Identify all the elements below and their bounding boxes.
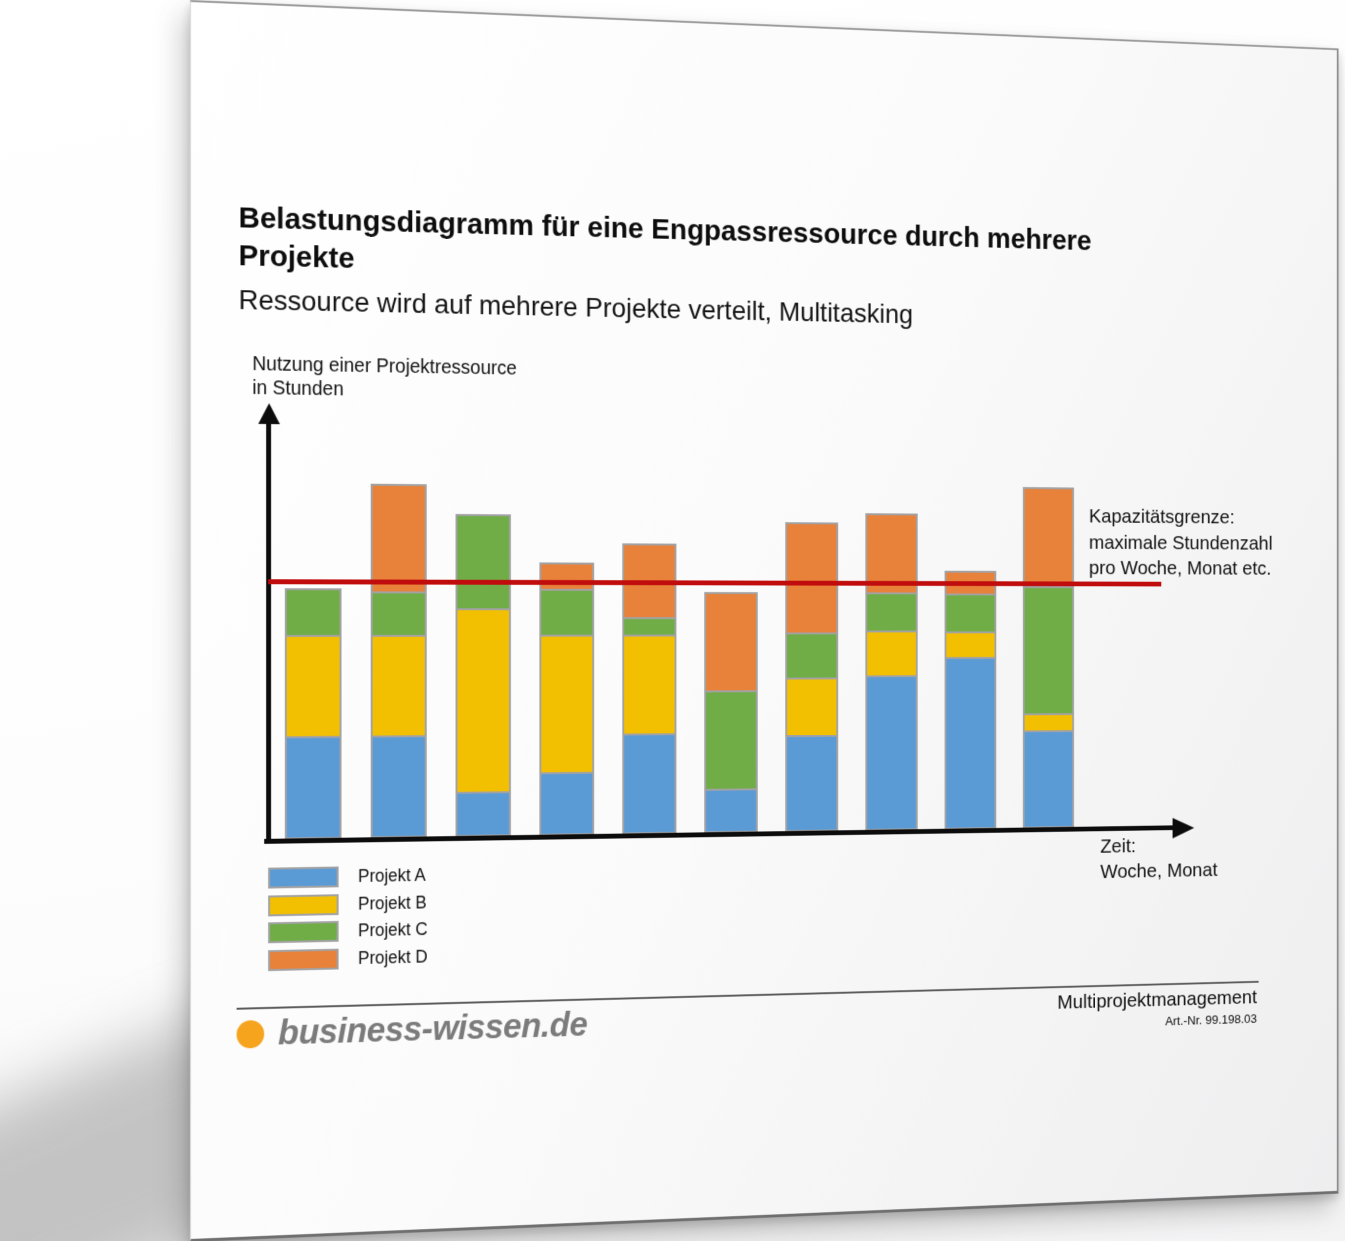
bar-segment-projekt-a [370, 735, 427, 839]
bar-segment-projekt-c [455, 513, 511, 611]
chart-legend: Projekt A Projekt B Projekt C Projekt D [268, 862, 428, 974]
bar-segment-projekt-a [1022, 730, 1075, 829]
bar-segment-projekt-a [785, 734, 839, 833]
legend-label: Projekt C [358, 919, 428, 941]
bar-segment-projekt-a [539, 771, 595, 836]
x-axis-label: Zeit: Woche, Monat [1100, 835, 1218, 884]
plot-area [284, 452, 1170, 840]
brand-dot-icon [236, 1019, 265, 1049]
bar-segment-projekt-b [785, 677, 839, 738]
brand-name: business-wissen.de [277, 1005, 588, 1053]
bar-segment-projekt-c [704, 690, 758, 791]
bar-segment-projekt-a [622, 733, 677, 835]
legend-swatch-icon [268, 893, 339, 917]
legend-swatch-icon [268, 866, 339, 889]
stacked-bar-4 [539, 562, 595, 836]
bar-segment-projekt-a [704, 788, 758, 834]
stacked-bar-7 [785, 522, 839, 833]
stacked-bar-6 [704, 592, 758, 834]
bar-segment-projekt-a [944, 656, 997, 830]
bar-segment-projekt-c [865, 592, 918, 633]
y-axis-label: Nutzung einer Projektressource in Stunde… [252, 353, 517, 401]
legend-label: Projekt A [358, 865, 426, 887]
bar-segment-projekt-a [284, 735, 342, 840]
y-axis-line [266, 423, 272, 843]
stacked-bar-9 [944, 570, 997, 830]
capacity-annotation: Kapazitätsgrenze: maximale Stundenzahl p… [1088, 505, 1273, 580]
legend-item-projekt-a: Projekt A [268, 862, 428, 892]
legend-label: Projekt B [358, 892, 427, 914]
x-axis-arrow-icon [1172, 817, 1195, 838]
legend-item-projekt-c: Projekt C [268, 916, 428, 947]
stacked-bar-10 [1022, 487, 1075, 829]
y-axis-arrow-icon [258, 403, 280, 425]
bar-segment-projekt-d [539, 562, 595, 591]
stacked-bar-5 [622, 543, 677, 835]
bar-segment-projekt-d [370, 483, 427, 594]
document-page: Belastungsdiagramm für eine Engpassresso… [190, 0, 1339, 1241]
footer-right: Multiprojektmanagement Art.-Nr. 99.198.0… [855, 986, 1257, 1037]
bar-segment-projekt-c [370, 591, 427, 637]
bar-segment-projekt-b [455, 608, 511, 794]
bar-segment-projekt-b [622, 634, 677, 736]
bar-segment-projekt-c [284, 588, 342, 637]
bar-segment-projekt-a [455, 791, 511, 838]
bar-segment-projekt-a [865, 675, 918, 831]
bar-segment-projekt-b [284, 634, 342, 739]
bar-segment-projekt-c [944, 593, 997, 634]
legend-item-projekt-d: Projekt D [268, 943, 428, 974]
bar-segment-projekt-c [785, 632, 839, 680]
bar-segment-projekt-c [1022, 586, 1075, 716]
legend-swatch-icon [268, 948, 339, 971]
stacked-bar-3 [455, 513, 511, 838]
page-title: Belastungsdiagramm für eine Engpassresso… [238, 201, 1092, 276]
legend-swatch-icon [268, 921, 339, 944]
bar-segment-projekt-b [539, 634, 595, 775]
stacked-bar-1 [284, 588, 342, 840]
bar-segment-projekt-d [1022, 487, 1075, 589]
legend-label: Projekt D [358, 946, 428, 968]
bar-segment-projekt-b [865, 630, 918, 678]
stacked-bar-2 [370, 483, 427, 839]
bar-segment-projekt-d [704, 592, 758, 693]
stacked-bar-8 [865, 513, 918, 831]
bar-segment-projekt-d [785, 522, 839, 635]
bar-segment-projekt-c [539, 588, 595, 637]
legend-item-projekt-b: Projekt B [268, 889, 428, 919]
bar-segment-projekt-b [944, 631, 997, 659]
brand-logo: business-wissen.de [236, 1005, 588, 1054]
bar-segment-projekt-b [370, 634, 427, 738]
